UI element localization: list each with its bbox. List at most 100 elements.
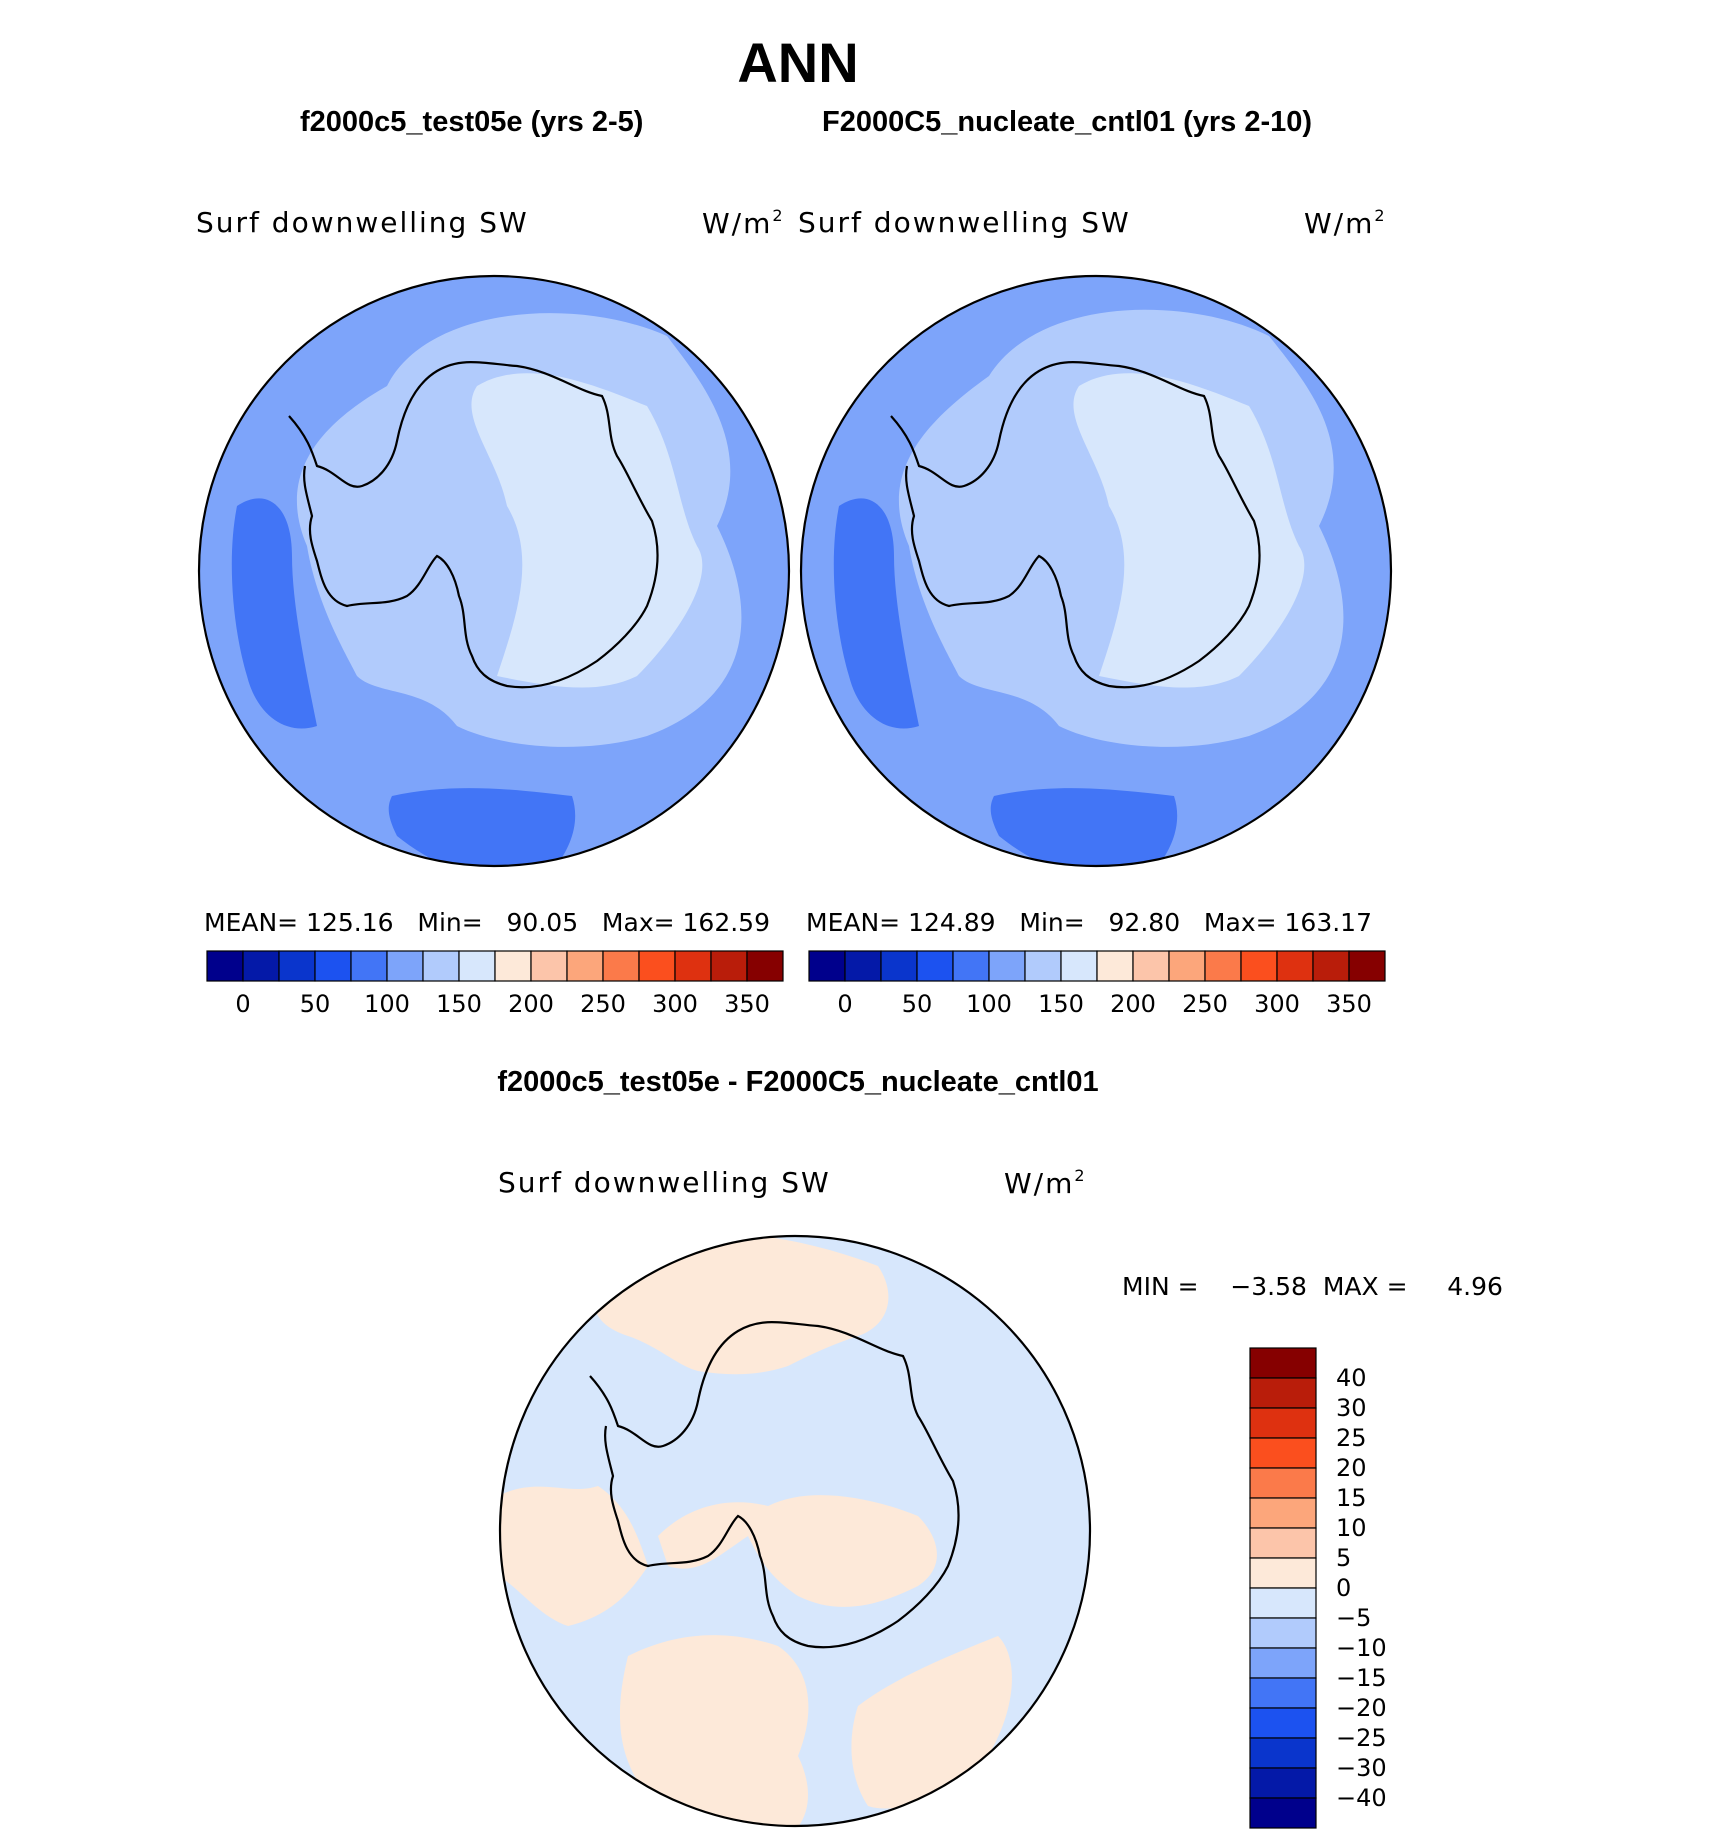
- diff-colorbar-level-label: 25: [1336, 1424, 1367, 1452]
- colorbar-swatch: [386, 950, 424, 982]
- low-patch-west: [231, 498, 317, 729]
- colorbar-tick-label: 200: [508, 990, 554, 1018]
- diff-stats: MIN = −3.58 MAX = 4.96: [1122, 1272, 1503, 1301]
- low-patch-west: [833, 498, 919, 729]
- diff-title: f2000c5_test05e - F2000C5_nucleate_cntl0…: [497, 1066, 1099, 1098]
- colorbar-swatch: [1276, 950, 1314, 982]
- positive-zone-center: [658, 1495, 937, 1607]
- diff-colorbar-level-label: 10: [1336, 1514, 1367, 1542]
- colorbar-swatch: [674, 950, 712, 982]
- colorbar-swatch: [952, 950, 990, 982]
- colorbar-tick-label: 350: [724, 990, 770, 1018]
- colorbar-tick-label: 0: [235, 990, 251, 1018]
- panel-1-units: W/m2: [702, 206, 785, 240]
- diff-colorbar-level-label: −30: [1336, 1754, 1387, 1782]
- diff-colorbar-swatch: [1249, 1497, 1317, 1529]
- colorbar-swatch: [1168, 950, 1206, 982]
- diff-colorbar-level-label: −40: [1336, 1784, 1387, 1812]
- diff-colorbar-swatch: [1249, 1527, 1317, 1559]
- low-patch-south: [388, 788, 576, 866]
- diff-colorbar-level-label: −20: [1336, 1694, 1387, 1722]
- map-boundary: [498, 1234, 1092, 1828]
- panel-1-map: [197, 274, 791, 868]
- diff-colorbar-swatch: [1249, 1407, 1317, 1439]
- colorbar-swatch: [530, 950, 568, 982]
- colorbar-swatch: [278, 950, 316, 982]
- colorbar-2-ticks: 0 50 100 150 200 250 300 350: [809, 990, 1385, 1020]
- diff-colorbar-swatch: [1249, 1617, 1317, 1649]
- colorbar-swatch: [242, 950, 280, 982]
- colorbar-swatch: [638, 950, 676, 982]
- antarctica-coastline: [589, 1321, 960, 1649]
- colorbar-tick-label: 150: [1038, 990, 1084, 1018]
- colorbar-tick-label: 50: [299, 990, 331, 1018]
- colorbar-tick-label: 300: [1254, 990, 1300, 1018]
- colorbar-swatch: [350, 950, 388, 982]
- colorbar-tick-label: 300: [652, 990, 698, 1018]
- colorbar-tick-label: 200: [1110, 990, 1156, 1018]
- diff-colorbar-swatch: [1249, 1377, 1317, 1409]
- diff-colorbar-swatch: [1249, 1767, 1317, 1799]
- diff-colorbar-level-label: 40: [1336, 1364, 1367, 1392]
- low-patch-south: [990, 788, 1178, 866]
- colorbar-tick-label: 250: [580, 990, 626, 1018]
- colorbar-swatch: [746, 950, 784, 982]
- colorbar-swatch: [808, 950, 846, 982]
- diff-colorbar-level-label: 30: [1336, 1394, 1367, 1422]
- diff-colorbar-swatch: [1249, 1677, 1317, 1709]
- diff-variable-label: Surf downwelling SW: [498, 1166, 831, 1199]
- diff-colorbar-level-label: 5: [1336, 1544, 1352, 1572]
- diff-colorbar-level-label: −5: [1336, 1604, 1372, 1632]
- antarctica-coastline: [890, 361, 1261, 689]
- colorbar-swatch: [494, 950, 532, 982]
- diff-colorbar-level-label: −15: [1336, 1664, 1387, 1692]
- panel-1-stats: MEAN= 125.16 Min= 90.05 Max= 162.59: [204, 908, 770, 937]
- colorbar-swatch: [880, 950, 918, 982]
- colorbar-swatch: [844, 950, 882, 982]
- diff-colorbar-swatch: [1249, 1797, 1317, 1829]
- colorbar-1: [206, 950, 784, 982]
- diff-map: [498, 1234, 1092, 1828]
- colorbar-tick-label: 100: [364, 990, 410, 1018]
- panel-2-variable-label: Surf downwelling SW: [798, 206, 1131, 239]
- colorbar-tick-label: 250: [1182, 990, 1228, 1018]
- diff-units: W/m2: [1004, 1166, 1087, 1200]
- diff-colorbar-level-label: 15: [1336, 1484, 1367, 1512]
- colorbar-1-ticks: 0 50 100 150 200 250 300 350: [207, 990, 783, 1020]
- colorbar-tick-label: 150: [436, 990, 482, 1018]
- diff-colorbar-swatch: [1249, 1587, 1317, 1619]
- colorbar-swatch: [314, 950, 352, 982]
- diff-colorbar-swatch: [1249, 1347, 1317, 1379]
- diff-colorbar-level-label: 20: [1336, 1454, 1367, 1482]
- colorbar-swatch: [458, 950, 496, 982]
- colorbar-swatch: [422, 950, 460, 982]
- colorbar-tick-label: 50: [901, 990, 933, 1018]
- colorbar-2: [808, 950, 1386, 982]
- colorbar-swatch: [1348, 950, 1386, 982]
- map-boundary: [799, 274, 1393, 868]
- diff-colorbar-swatch: [1249, 1707, 1317, 1739]
- colorbar-swatch: [1024, 950, 1062, 982]
- colorbar-tick-label: 100: [966, 990, 1012, 1018]
- diff-colorbar-level-label: −25: [1336, 1724, 1387, 1752]
- positive-zone-south: [619, 1635, 809, 1826]
- diff-colorbar-level-label: −10: [1336, 1634, 1387, 1662]
- diff-colorbar-swatch: [1249, 1737, 1317, 1769]
- colorbar-swatch: [206, 950, 244, 982]
- diff-colorbar: [1249, 1347, 1317, 1829]
- low-patch-north: [199, 386, 218, 436]
- colorbar-swatch: [1132, 950, 1170, 982]
- panel-1-variable-label: Surf downwelling SW: [196, 206, 529, 239]
- diff-colorbar-swatch: [1249, 1467, 1317, 1499]
- diff-colorbar-swatch: [1249, 1437, 1317, 1469]
- low-patch-north: [801, 386, 820, 436]
- colorbar-swatch: [1204, 950, 1242, 982]
- colorbar-swatch: [1096, 950, 1134, 982]
- positive-zone-west: [500, 1486, 648, 1626]
- colorbar-swatch: [1060, 950, 1098, 982]
- panel-2-stats: MEAN= 124.89 Min= 92.80 Max= 163.17: [806, 908, 1372, 937]
- panel-2-units: W/m2: [1304, 206, 1387, 240]
- panel-2-map: [799, 274, 1393, 868]
- map-boundary: [197, 274, 791, 868]
- figure-title: ANN: [737, 31, 859, 94]
